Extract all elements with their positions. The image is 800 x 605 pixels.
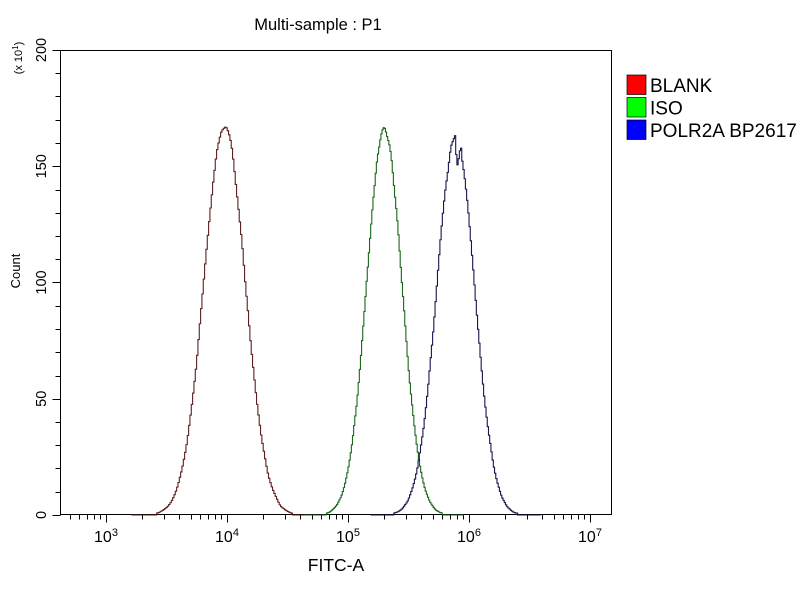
svg-text:POLR2A BP2617: POLR2A BP2617 [650,121,797,142]
svg-text:50: 50 [34,391,50,407]
svg-text:200: 200 [34,38,50,62]
svg-text:Count: Count [8,253,23,288]
svg-text:FITC-A: FITC-A [308,555,365,575]
svg-text:BLANK: BLANK [650,76,713,97]
svg-text:Multi-sample : P1: Multi-sample : P1 [254,16,381,34]
svg-text:100: 100 [34,270,50,294]
svg-text:0: 0 [34,511,50,519]
svg-text:ISO: ISO [650,99,683,120]
svg-text:150: 150 [34,154,50,178]
